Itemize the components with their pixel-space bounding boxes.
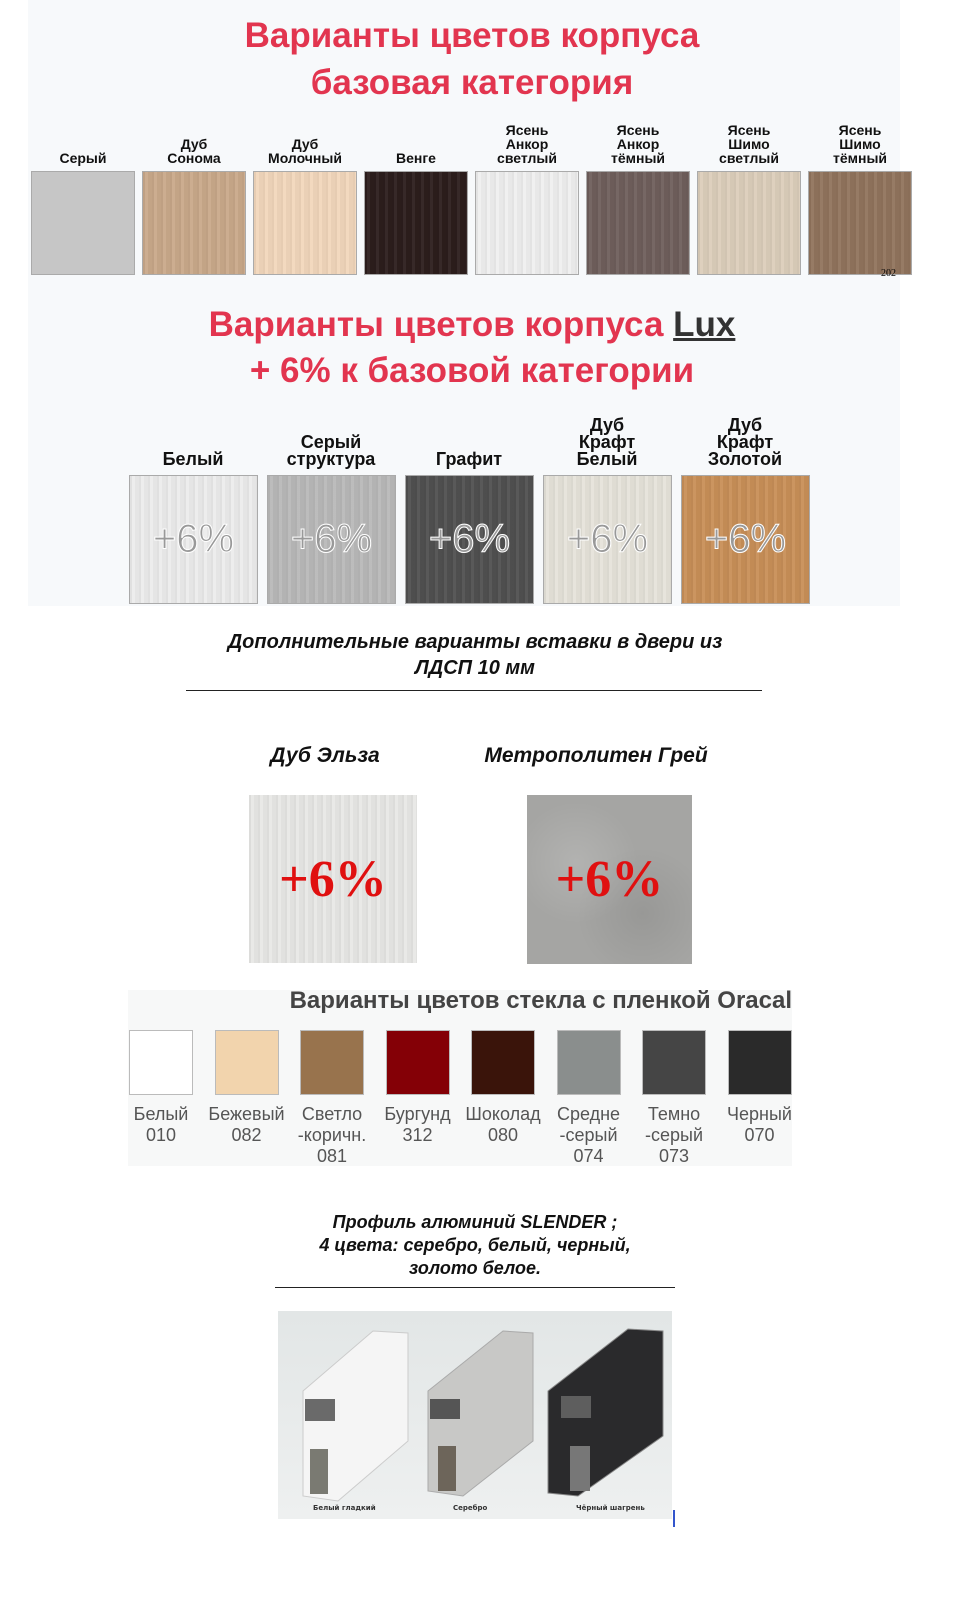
divider: [186, 690, 762, 691]
inserts-heading-line1: Дополнительные варианты вставки в двери …: [227, 631, 723, 653]
glass-name: Бежевый: [208, 1104, 285, 1124]
white-profile: [302, 1330, 409, 1502]
glass-code: 074: [573, 1146, 604, 1166]
color-swatch: +6%: [267, 475, 396, 604]
color-swatch: [475, 171, 579, 275]
price-badge: +6%: [704, 517, 787, 562]
base-title-line2: базовая категория: [310, 63, 634, 102]
base-title-line1: Варианты цветов корпуса: [244, 16, 700, 55]
swatch-label: Ясень Анкор светлый: [497, 122, 557, 166]
divider: [275, 1287, 675, 1288]
swatch-label: Ясень Анкор тёмный: [610, 122, 666, 166]
lux-title-prefix: Варианты цветов корпуса: [208, 305, 674, 344]
price-badge: +6%: [566, 517, 649, 562]
glass-swatch: [471, 1030, 535, 1095]
glass-name: Темно -серый: [644, 1104, 703, 1145]
lux-title-line1: Варианты цветов корпуса Lux: [0, 305, 944, 345]
swatch-label: Ясень Шимо светлый: [719, 122, 779, 166]
lux-title-lux: Lux: [673, 305, 736, 344]
swatch-label: Ясень Шимо тёмный: [832, 122, 888, 166]
swatch-label: Графит: [435, 449, 503, 469]
glass-name: Светло -коричн.: [297, 1104, 367, 1145]
swatch-label: Серый: [59, 150, 107, 166]
black-profile: [547, 1328, 664, 1497]
insert-label-elza: Дуб Эльза: [270, 744, 380, 767]
glass-swatch: [214, 1030, 279, 1095]
swatch-label: Дуб Крафт Белый: [576, 415, 638, 469]
insert-label-metropoliten: Метрополитен Грей: [484, 744, 708, 767]
glass-code: 073: [658, 1146, 690, 1166]
inserts-heading-line2: ЛДСП 10 мм: [415, 657, 535, 679]
glass-code: 081: [316, 1146, 348, 1166]
price-badge: +6%: [290, 517, 373, 562]
glass-name: Бургунд: [384, 1104, 451, 1124]
lux-title-line2: + 6% к базовой категории: [249, 351, 695, 390]
swatch-label: Дуб Сонома: [167, 136, 221, 166]
color-swatch: [142, 171, 246, 275]
glass-name: Черный: [727, 1104, 792, 1124]
caption-black: Чёрный шагрень: [576, 1504, 645, 1512]
profile-illustration: [302, 1328, 664, 1502]
glass-swatch: [300, 1030, 364, 1095]
glass-name: Средне -серый: [556, 1104, 621, 1145]
glass-swatch: [129, 1030, 193, 1095]
glass-code: 312: [402, 1125, 433, 1145]
price-badge: +6%: [428, 517, 511, 562]
color-swatch: +6%: [129, 475, 258, 604]
color-swatch: [364, 171, 468, 275]
glass-code: 082: [231, 1125, 262, 1145]
color-swatch: [586, 171, 690, 275]
swatch-label: Белый: [162, 449, 224, 469]
price-badge: +6%: [152, 517, 235, 562]
color-swatch: +6%: [543, 475, 672, 604]
corner-text: 202: [881, 268, 896, 279]
insert-swatch-metropoliten: +6%: [527, 795, 692, 964]
swatch-label: Дуб Молочный: [268, 136, 342, 166]
glass-swatch: [385, 1030, 450, 1095]
insert-swatch-elza: +6%: [249, 795, 417, 963]
profile-line1: Профиль алюминий SLENDER ;: [332, 1212, 618, 1232]
glass-swatch: [556, 1030, 621, 1095]
glass-swatch: [727, 1030, 792, 1095]
glass-title: Варианты цветов стекла с пленкой Oracal: [289, 987, 792, 1014]
swatch-label: Серый структура: [286, 432, 376, 469]
profile-line3: золото белое.: [408, 1258, 541, 1278]
glass-code: 010: [145, 1125, 177, 1145]
glass-code: 080: [487, 1125, 519, 1145]
glass-name: Шоколад: [465, 1104, 541, 1124]
color-swatch: +6%: [681, 475, 810, 604]
swatch-label: Дуб Крафт Золотой: [707, 415, 783, 469]
color-swatch: [808, 171, 912, 275]
caption-white: Белый гладкий: [313, 1504, 376, 1512]
color-swatch: +6%: [405, 475, 534, 604]
color-swatch: [31, 171, 135, 275]
profile-line2: 4 цвета: серебро, белый, черный,: [319, 1235, 631, 1255]
swatch-label: Венге: [396, 150, 436, 166]
silver-profile: [427, 1330, 534, 1497]
profile-photo: Белый гладкий Серебро Чёрный шагрень: [278, 1311, 672, 1519]
color-swatch: [253, 171, 357, 275]
glass-swatch: [642, 1030, 706, 1095]
caption-silver: Серебро: [453, 1504, 488, 1512]
glass-code: 070: [744, 1125, 775, 1145]
insert-badge: +6%: [279, 850, 387, 908]
insert-badge: +6%: [555, 851, 664, 908]
color-swatch: [697, 171, 801, 275]
cursor-mark: [673, 1510, 675, 1527]
glass-name: Белый: [133, 1104, 189, 1124]
